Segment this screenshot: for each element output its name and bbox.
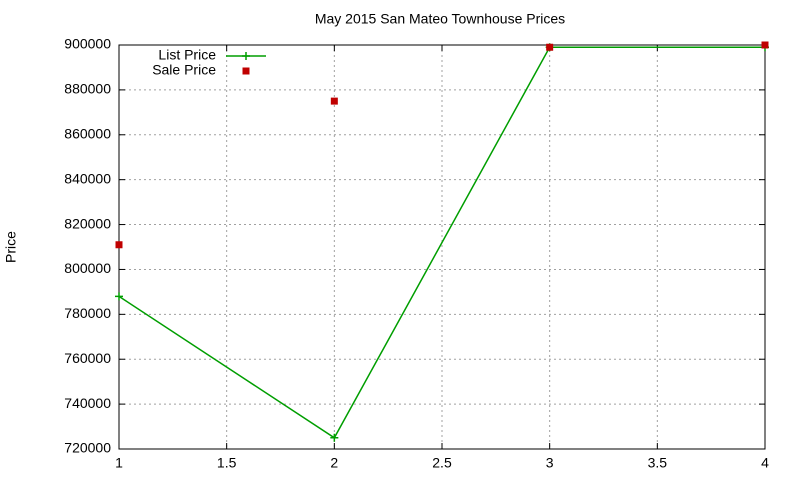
- y-tick-label: 880000: [64, 81, 111, 97]
- x-tick-label: 2: [330, 455, 338, 471]
- y-tick-label: 780000: [64, 305, 111, 321]
- y-tick-label: 740000: [64, 395, 111, 411]
- y-axis-label: Price: [3, 231, 19, 263]
- y-tick-label: 820000: [64, 215, 111, 231]
- data-point: [330, 97, 338, 105]
- y-tick-label: 760000: [64, 350, 111, 366]
- legend-marker: [242, 52, 250, 60]
- x-tick-label: 4: [761, 455, 769, 471]
- y-tick-label: 900000: [64, 36, 111, 52]
- series-line: [118, 46, 765, 439]
- y-tick-label: 860000: [64, 125, 111, 141]
- data-point: [546, 43, 554, 51]
- x-tick-label: 1.5: [217, 455, 237, 471]
- y-tick-label: 720000: [64, 440, 111, 456]
- x-tick-label: 3.5: [648, 455, 668, 471]
- data-point: [330, 433, 339, 442]
- data-point: [761, 41, 769, 49]
- legend-marker: [242, 67, 250, 75]
- data-point: [115, 292, 123, 301]
- y-tick-label: 840000: [64, 170, 111, 186]
- x-tick-label: 3: [546, 455, 554, 471]
- legend-label: Sale Price: [152, 62, 216, 78]
- legend-label: List Price: [158, 47, 216, 63]
- y-tick-label: 800000: [64, 260, 111, 276]
- chart-title: May 2015 San Mateo Townhouse Prices: [315, 11, 565, 27]
- x-tick-label: 2.5: [432, 455, 452, 471]
- x-tick-label: 1: [115, 455, 123, 471]
- data-point: [115, 241, 123, 249]
